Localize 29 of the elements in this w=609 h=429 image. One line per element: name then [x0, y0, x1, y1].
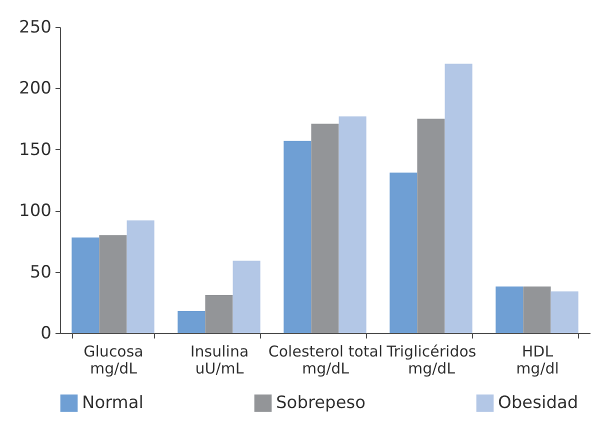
bar	[232, 260, 260, 333]
bar	[523, 286, 551, 333]
bar	[126, 220, 154, 333]
bar	[99, 235, 127, 333]
legend-label: Normal	[82, 393, 144, 414]
y-tick-label: 0	[40, 324, 52, 344]
y-tick-label: 50	[30, 262, 52, 282]
x-tick-label: Triglicéridos mg/dL	[386, 342, 476, 378]
bar	[284, 140, 312, 333]
bar	[72, 238, 100, 333]
bar	[550, 291, 578, 333]
y-tick-label: 150	[19, 140, 52, 160]
bar	[444, 64, 472, 333]
bar	[390, 172, 418, 333]
x-tick-label: Insulina uU/mL	[190, 342, 249, 378]
y-tick-label: 250	[19, 18, 52, 38]
bar	[205, 295, 233, 333]
bar	[417, 118, 445, 333]
bar	[338, 116, 366, 333]
x-tick-label: HDL mg/dl	[516, 342, 559, 378]
x-tick-label: Colesterol total mg/dL	[268, 342, 383, 378]
legend-label: Sobrepeso	[276, 393, 366, 414]
y-tick-label: 100	[19, 201, 52, 222]
bar	[496, 286, 524, 333]
bar	[311, 124, 339, 333]
y-tick-label: 200	[19, 78, 52, 99]
legend-label: Obesidad	[498, 393, 578, 414]
x-tick-label: Glucosa mg/dL	[84, 342, 144, 378]
bar	[178, 310, 206, 333]
